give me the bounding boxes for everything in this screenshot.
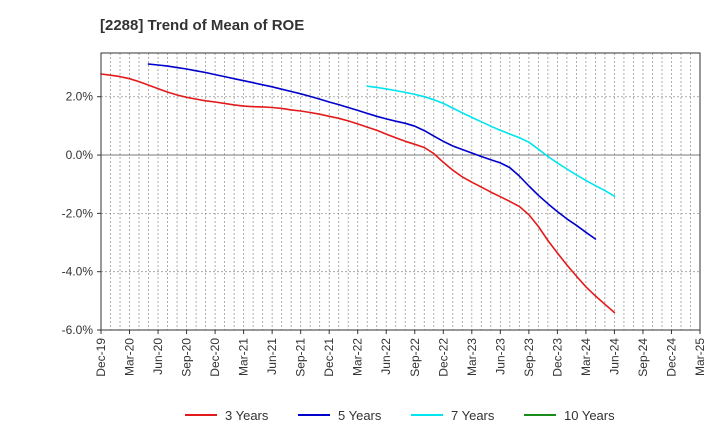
x-tick-label: Jun-23: [493, 338, 507, 375]
y-tick-label: -6.0%: [62, 323, 94, 337]
x-tick-label: Sep-24: [636, 338, 650, 377]
x-tick-label: Jun-22: [379, 338, 393, 375]
legend-label-5-years: 5 Years: [338, 408, 382, 423]
y-tick-label: -2.0%: [62, 206, 94, 220]
y-axis: 2.0% 0.0% -2.0% -4.0% -6.0%: [62, 90, 101, 337]
x-tick-label: Jun-24: [607, 338, 621, 375]
x-tick-label: Sep-22: [408, 338, 422, 377]
x-tick-label: Dec-22: [436, 338, 450, 377]
series-line-3-years: [100, 73, 616, 314]
x-tick-label: Dec-19: [94, 338, 108, 377]
x-tick-label: Dec-21: [322, 338, 336, 377]
x-tick-label: Dec-24: [664, 338, 678, 377]
x-tick-label: Dec-20: [208, 338, 222, 377]
x-tick-label: Jun-21: [265, 338, 279, 375]
x-tick-label: Sep-20: [180, 338, 194, 377]
chart-title: [2288] Trend of Mean of ROE: [100, 17, 304, 34]
y-tick-label: 2.0%: [66, 90, 94, 104]
legend-label-3-years: 3 Years: [225, 408, 269, 423]
x-tick-label: Mar-22: [351, 338, 365, 376]
x-tick-label: Dec-23: [550, 338, 564, 377]
legend-label-10-years: 10 Years: [564, 408, 615, 423]
series-line-7-years: [366, 85, 616, 197]
series-line-5-years: [147, 63, 597, 240]
x-axis: Dec-19 Mar-20 Jun-20 Sep-20 Dec-20 Mar-21 Jun-…: [94, 330, 707, 377]
x-tick-label: Mar-25: [693, 338, 707, 376]
y-tick-label: -4.0%: [62, 265, 94, 279]
x-tick-label: Jun-20: [151, 338, 165, 375]
x-tick-label: Mar-21: [237, 338, 251, 376]
x-tick-label: Mar-24: [579, 338, 593, 376]
y-tick-label: 0.0%: [66, 148, 94, 162]
x-tick-label: Sep-21: [294, 338, 308, 377]
x-tick-label: Sep-23: [522, 338, 536, 377]
plot-grid: [101, 53, 700, 331]
series-lines: [100, 63, 616, 314]
x-tick-label: Mar-20: [123, 338, 137, 376]
x-tick-label: Mar-23: [465, 338, 479, 376]
plot-frame: [100, 52, 701, 331]
chart-legend: 3 Years 5 Years 7 Years 10 Years: [185, 408, 615, 423]
legend-label-7-years: 7 Years: [451, 408, 495, 423]
